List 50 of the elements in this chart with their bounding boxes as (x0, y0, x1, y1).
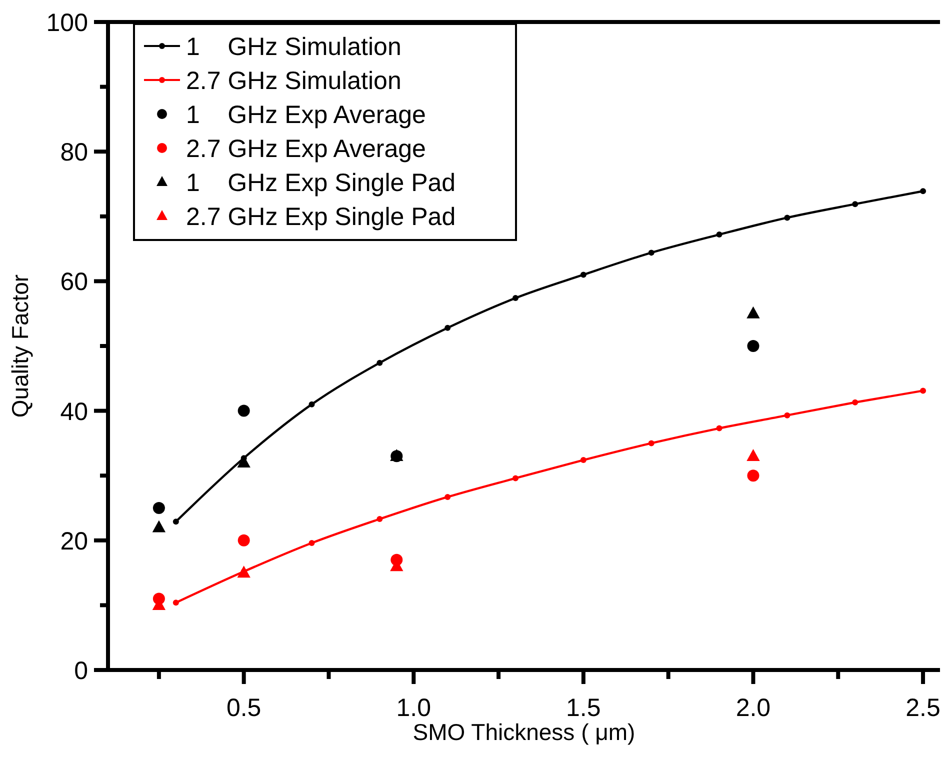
legend-label: 1 GHz Simulation (186, 33, 402, 61)
point (784, 412, 790, 418)
legend-label: 2.7 GHz Exp Single Pad (186, 203, 456, 231)
point (648, 250, 654, 256)
point (920, 188, 926, 194)
x-tick-label: 2.5 (906, 694, 940, 722)
y-axis-title: Quality Factor (7, 274, 33, 418)
point (376, 516, 383, 522)
point (852, 201, 858, 208)
point (308, 540, 315, 546)
y-tick-label: 0 (74, 657, 88, 685)
y-tick-label: 100 (46, 9, 88, 37)
point (716, 232, 722, 238)
point (444, 324, 451, 331)
point (238, 404, 250, 417)
point (237, 566, 250, 578)
point (784, 214, 790, 221)
point (920, 388, 926, 394)
point (648, 440, 654, 446)
legend-label: 2.7 GHz Simulation (186, 67, 402, 95)
point (580, 272, 586, 278)
point (152, 520, 166, 532)
point (308, 401, 315, 408)
x-axis-title: SMO Thickness ( μm) (412, 719, 636, 745)
point (852, 399, 858, 406)
point (746, 306, 760, 318)
x-tick-label: 1.0 (396, 694, 432, 722)
x-tick-label: 0.5 (226, 694, 262, 722)
legend-label: 1 GHz Exp Average (186, 101, 426, 129)
point (512, 475, 519, 482)
x-tick-label: 1.5 (566, 694, 601, 722)
point (172, 518, 179, 525)
point (238, 534, 250, 546)
legend-label: 1 GHz Exp Single Pad (186, 169, 456, 197)
point (716, 425, 722, 432)
y-tick-label: 40 (60, 398, 88, 426)
point (580, 457, 586, 464)
point (747, 470, 760, 482)
legend-label: 2.7 GHz Exp Average (186, 135, 426, 163)
x-tick-label: 2.0 (736, 694, 771, 722)
point (444, 494, 451, 500)
point (746, 448, 760, 461)
point (172, 600, 179, 606)
y-tick-label: 60 (60, 268, 88, 296)
point (152, 502, 165, 514)
y-tick-label: 80 (60, 138, 88, 167)
point (747, 340, 760, 352)
y-tick-label: 20 (60, 527, 88, 556)
point (376, 360, 383, 366)
point (512, 295, 519, 302)
